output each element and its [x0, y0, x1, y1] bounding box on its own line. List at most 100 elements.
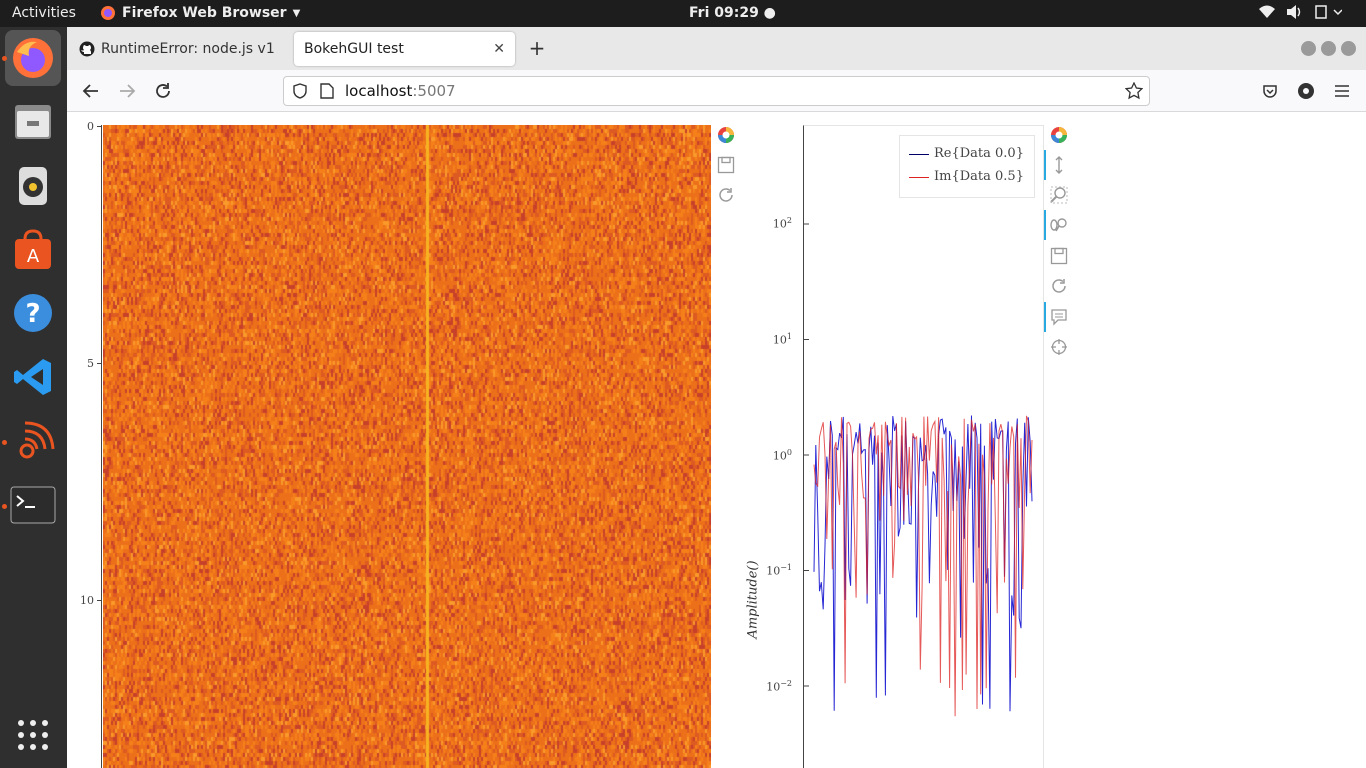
heatmap-tick-mark — [97, 600, 101, 601]
show-apps-button[interactable] — [5, 707, 61, 763]
url-bar[interactable]: localhost:5007 — [283, 76, 1150, 106]
menu-button[interactable] — [1330, 79, 1354, 103]
top-bar: Activities Firefox Web Browser ▼ Fri 09:… — [0, 0, 1366, 27]
account-button[interactable] — [1294, 79, 1318, 103]
vscode-icon — [14, 359, 51, 395]
grafana-icon — [19, 421, 55, 459]
tab-title: BokehGUI test — [304, 41, 404, 57]
running-indicator — [2, 56, 7, 61]
bokeh-logo-icon[interactable] — [1048, 124, 1070, 146]
tab-bokehgui-test[interactable]: BokehGUI test ✕ — [294, 32, 515, 66]
firefox-small-icon — [101, 6, 115, 20]
back-button[interactable] — [79, 79, 103, 103]
app-menu[interactable]: Firefox Web Browser ▼ — [100, 5, 300, 21]
heatmap-ytick: 10 — [80, 594, 94, 607]
bokeh-logo-icon[interactable] — [715, 124, 737, 146]
reset-tool-icon[interactable] — [1048, 275, 1070, 297]
hover-tool-icon[interactable] — [1048, 306, 1070, 328]
page-icon[interactable] — [320, 83, 334, 99]
svg-text:A: A — [27, 246, 40, 267]
account-icon — [1298, 83, 1314, 99]
dock-software[interactable]: A — [5, 221, 61, 277]
dock-rhythmbox[interactable] — [5, 157, 61, 213]
lineplot-ytick: 101 — [772, 332, 792, 347]
box-zoom-tool-icon[interactable] — [1048, 184, 1070, 206]
line-plot[interactable] — [804, 125, 1044, 768]
lineplot-ytick: 10−2 — [766, 679, 792, 694]
software-center-icon: A — [15, 229, 51, 269]
dock-help[interactable]: ? — [5, 285, 61, 341]
tab-title: RuntimeError: node.js v1 — [101, 41, 275, 57]
firefox-icon — [13, 38, 53, 78]
heatmap-plot[interactable] — [103, 125, 711, 768]
app-name: Firefox Web Browser — [122, 5, 287, 21]
active-tool-indicator — [1044, 150, 1046, 180]
tab-runtime-error[interactable]: RuntimeError: node.js v1 — [71, 32, 291, 66]
wheel-zoom-tool-icon[interactable] — [1048, 214, 1070, 236]
volume-icon[interactable] — [1285, 4, 1303, 24]
dock-vscode[interactable] — [5, 349, 61, 405]
save-tool-icon[interactable] — [1048, 245, 1070, 267]
crosshair-tool-icon[interactable] — [1048, 336, 1070, 358]
app-grid-icon — [18, 720, 48, 750]
help-icon: ? — [14, 294, 52, 332]
heatmap-ytick: 5 — [87, 357, 94, 370]
clock[interactable]: Fri 09:29 ● — [689, 5, 776, 21]
pocket-button[interactable] — [1258, 79, 1282, 103]
running-indicator — [2, 504, 7, 509]
pocket-icon — [1263, 85, 1277, 98]
running-indicator — [2, 440, 7, 445]
legend-item-re[interactable]: Re{Data 0.0} — [934, 146, 1024, 161]
wifi-icon[interactable] — [1258, 4, 1276, 24]
hamburger-icon — [1335, 85, 1349, 97]
new-tab-button[interactable]: + — [528, 36, 546, 60]
heatmap-tick-mark — [97, 363, 101, 364]
legend-swatch-re — [909, 154, 929, 155]
legend-item-im[interactable]: Im{Data 0.5} — [934, 169, 1024, 184]
close-window-button[interactable] — [1341, 41, 1356, 56]
arrow-right-icon — [120, 84, 136, 98]
dock: A ? — [0, 27, 67, 768]
save-tool-icon[interactable] — [715, 154, 737, 176]
lineplot-ylabel: Amplitude() — [745, 560, 761, 639]
github-icon — [79, 41, 95, 57]
heatmap-ytick: 0 — [87, 120, 94, 133]
series-line-1 — [813, 415, 1033, 717]
heatmap-yaxis — [101, 125, 102, 768]
maximize-button[interactable] — [1321, 41, 1336, 56]
bookmark-star-icon[interactable] — [1125, 82, 1143, 100]
dock-grafana[interactable] — [5, 413, 61, 469]
system-menu-icon[interactable] — [1314, 4, 1343, 24]
activities-button[interactable]: Activities — [12, 5, 76, 21]
dock-terminal[interactable] — [5, 477, 61, 533]
reload-button[interactable] — [151, 79, 175, 103]
pan-tool-icon[interactable] — [1048, 154, 1070, 176]
files-icon — [15, 105, 51, 139]
forward-button[interactable] — [115, 79, 139, 103]
lineplot-ytick: 100 — [772, 448, 792, 463]
shield-icon[interactable] — [292, 83, 308, 99]
lineplot-frame — [803, 125, 1044, 768]
reset-tool-icon[interactable] — [715, 184, 737, 206]
minimize-button[interactable] — [1301, 41, 1316, 56]
arrow-left-icon — [82, 84, 98, 98]
terminal-icon — [10, 486, 56, 524]
nav-bar: localhost:5007 — [67, 70, 1366, 112]
lineplot-legend — [899, 135, 1035, 198]
page-content: 0 5 10 Amplitude() 102 101 100 10−1 10−2… — [67, 112, 1366, 768]
svg-text:?: ? — [25, 299, 40, 329]
url-text[interactable]: localhost:5007 — [345, 82, 456, 100]
chevron-down-icon: ▼ — [292, 7, 301, 19]
dock-files[interactable] — [5, 93, 61, 149]
active-tool-indicator — [1044, 210, 1046, 240]
lineplot-ytick: 10−1 — [766, 563, 792, 578]
dock-firefox[interactable] — [5, 30, 61, 86]
active-tool-indicator — [1044, 302, 1046, 332]
reload-icon — [156, 83, 170, 98]
tab-strip: RuntimeError: node.js v1 BokehGUI test ✕… — [67, 27, 1366, 70]
legend-swatch-im — [909, 177, 929, 178]
rhythmbox-icon — [19, 167, 47, 205]
close-tab-icon[interactable]: ✕ — [493, 41, 505, 57]
heatmap-tick-mark — [97, 126, 101, 127]
lineplot-ytick: 102 — [772, 216, 792, 231]
